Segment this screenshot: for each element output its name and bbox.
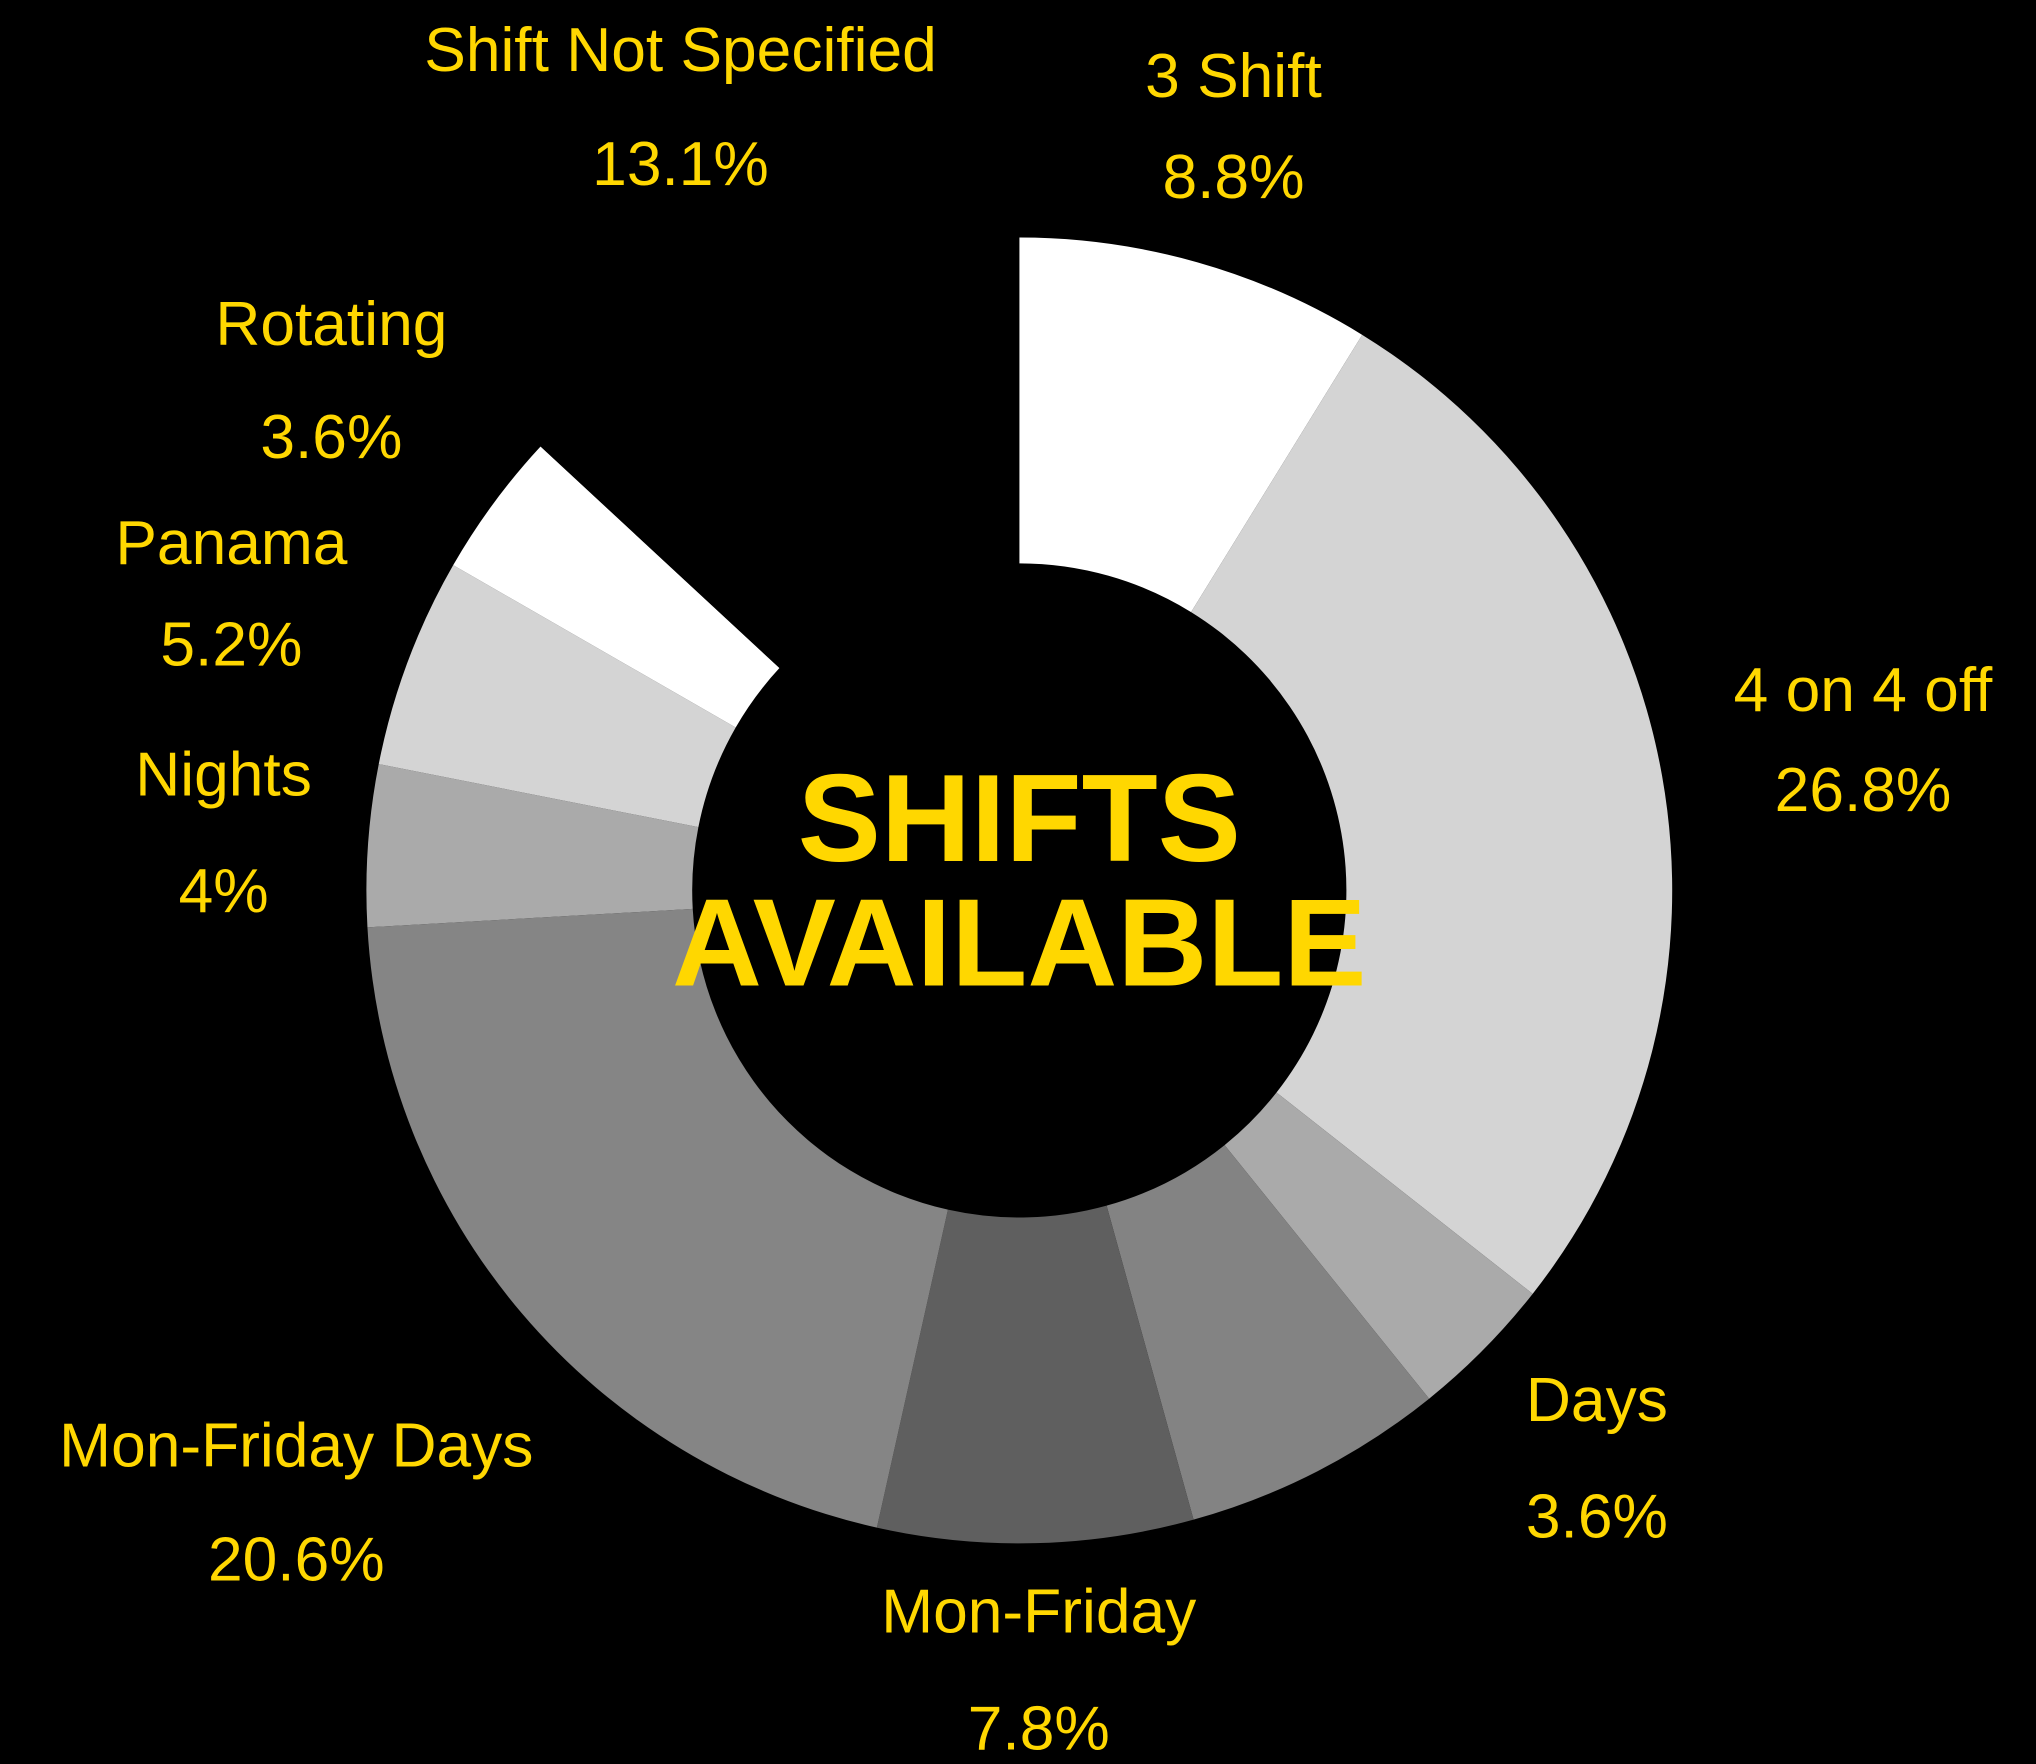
slice [1019, 237, 1363, 613]
slice-label: 3 Shift [1145, 42, 1322, 111]
slice-label: Mon-Friday Days [59, 1411, 533, 1480]
slice-label: Nights [135, 740, 312, 809]
slice [367, 908, 948, 1528]
slice [1106, 1145, 1430, 1520]
value-label: 5.2% [160, 610, 302, 679]
chart-title: AVAILABLE [672, 874, 1366, 1013]
value-label: 20.6% [208, 1526, 385, 1595]
slice [366, 764, 699, 928]
value-label: 7.8% [968, 1694, 1110, 1763]
slice-label: Days [1526, 1366, 1668, 1435]
slice [378, 565, 736, 828]
value-label: 26.8% [1775, 756, 1952, 825]
slice-label: Mon-Friday [881, 1577, 1197, 1646]
value-label: 8.8% [1162, 143, 1304, 212]
value-label: 4% [179, 857, 269, 926]
chart-title: SHIFTS [798, 749, 1241, 888]
slice [876, 1205, 1194, 1544]
slice-label: Rotating [215, 290, 447, 359]
slice-label: 4 on 4 off [1734, 656, 1993, 725]
value-label: 13.1% [592, 130, 769, 199]
slice [1191, 334, 1673, 1294]
slice-label: Panama [115, 509, 347, 578]
value-label: 3.6% [1526, 1483, 1668, 1552]
slices [366, 237, 1673, 1544]
slice-label: Shift Not Specified [424, 16, 937, 85]
labels: 3 Shift 8.8% 4 on 4 off 26.8% Days 3.6% Mon-Fr… [59, 16, 1993, 1763]
slice [540, 237, 1020, 669]
value-label: 3.6% [260, 403, 402, 472]
slice [1224, 1092, 1533, 1399]
slice [453, 446, 780, 728]
